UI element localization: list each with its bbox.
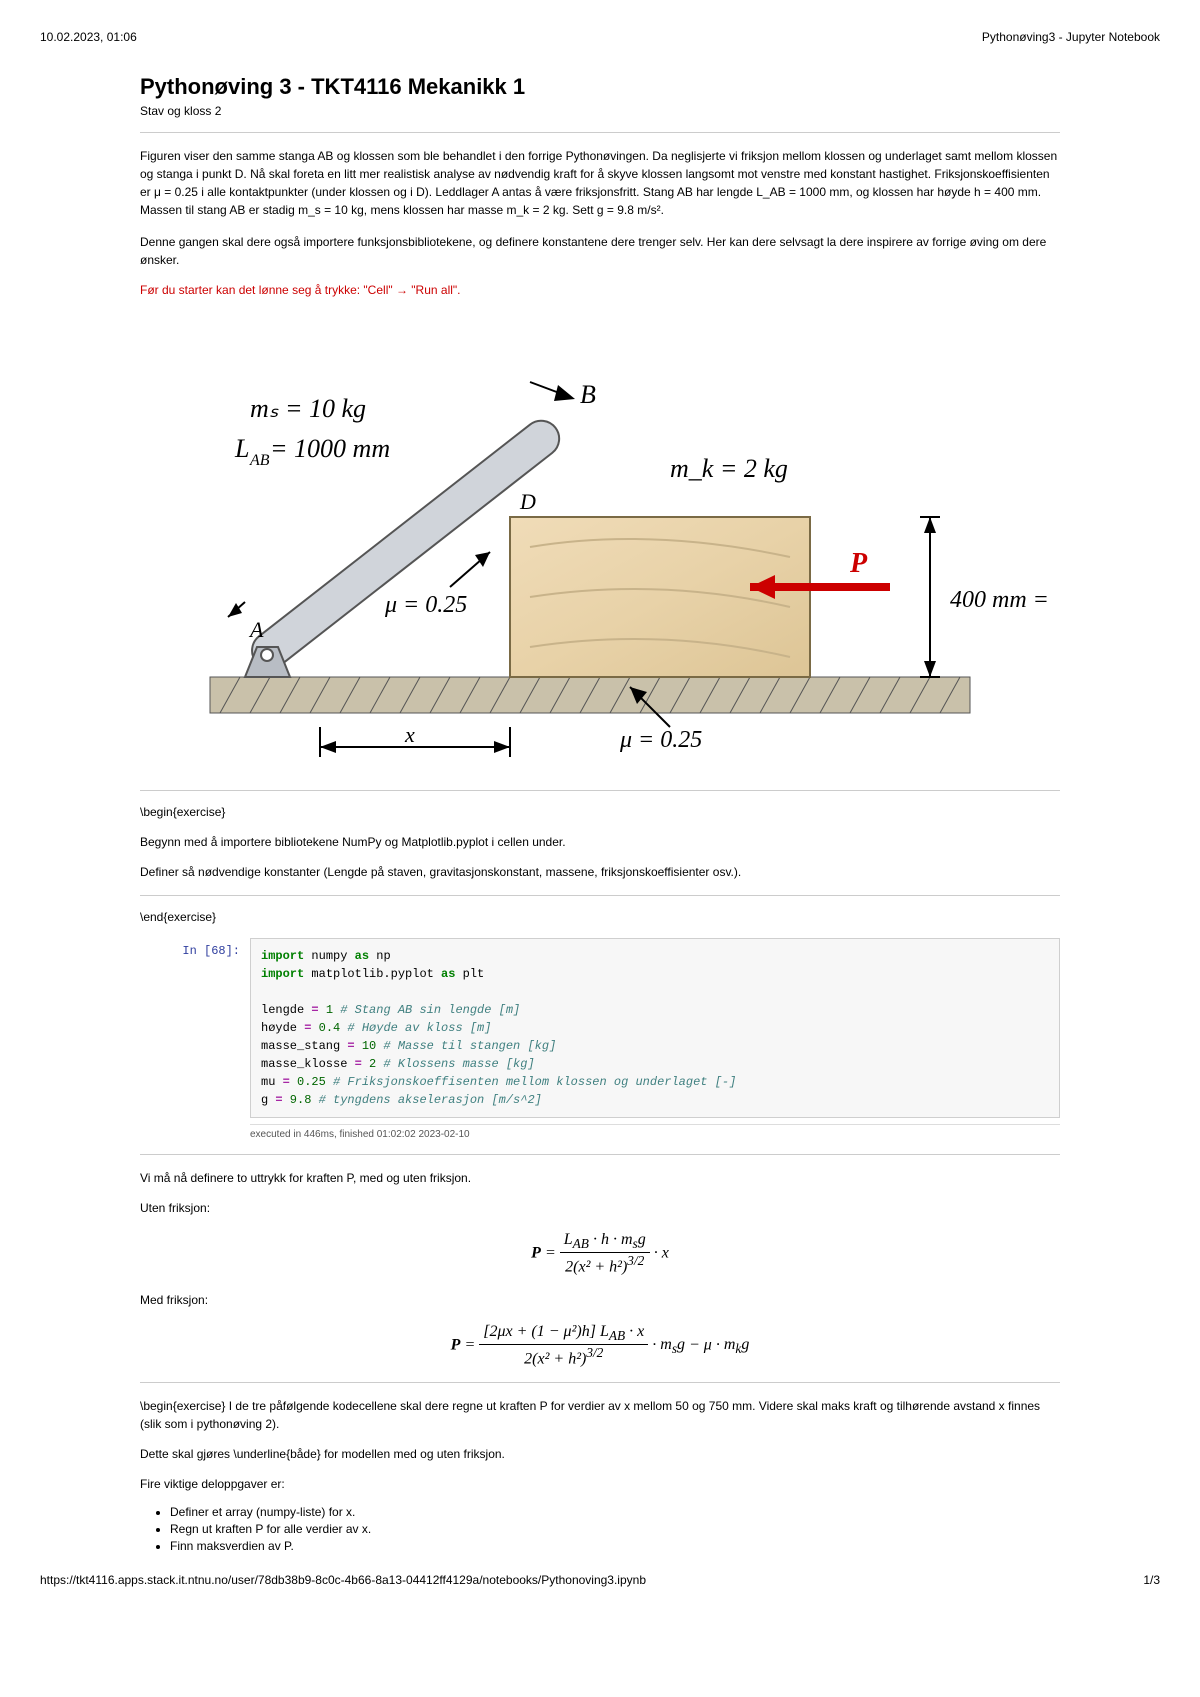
divider <box>140 1382 1060 1383</box>
red-note: Før du starter kan det lønne seg å trykk… <box>140 283 1060 297</box>
cell-prompt: In [68]: <box>140 938 250 1118</box>
page-subtitle: Stav og kloss 2 <box>140 104 1060 118</box>
point-b-label: B <box>580 380 596 409</box>
point-a-label: A <box>248 617 264 642</box>
footer-url: https://tkt4116.apps.stack.it.ntnu.no/us… <box>40 1573 646 1587</box>
task-item: Finn maksverdien av P. <box>170 1539 1060 1553</box>
exercise-text-1: Begynn med å importere bibliotekene NumP… <box>140 833 1060 851</box>
exercise2-text3: Fire viktige deloppgaver er: <box>140 1475 1060 1493</box>
exercise-text-2: Definer så nødvendige konstanter (Lengde… <box>140 863 1060 881</box>
formula-no-friction: P = LAB · h · msg 2(x² + h²)3/2 · x <box>140 1231 1060 1277</box>
mechanics-figure: P A B D mₛ = 10 kg L <box>150 327 1050 770</box>
header-datetime: 10.02.2023, 01:06 <box>40 30 137 44</box>
exercise2-text1: \begin{exercise} I de tre påfølgende kod… <box>140 1397 1060 1433</box>
exercise2-text2: Dette skal gjøres \underline{både} for m… <box>140 1445 1060 1463</box>
exercise-end: \end{exercise} <box>140 910 1060 924</box>
force-p-label: P <box>849 548 868 579</box>
intro-paragraph-1: Figuren viser den samme stanga AB og klo… <box>140 147 1060 219</box>
point-d-label: D <box>519 489 536 514</box>
uten-label: Uten friksjon: <box>140 1199 1060 1217</box>
task-item: Regn ut kraften P for alle verdier av x. <box>170 1522 1060 1536</box>
divider <box>140 132 1060 133</box>
exercise-begin: \begin{exercise} <box>140 805 1060 819</box>
height-label: 400 mm = h <box>950 587 1050 613</box>
mu-label-2: μ = 0.25 <box>619 727 702 753</box>
x-label: x <box>404 722 415 747</box>
code-input[interactable]: import numpy as np import matplotlib.pyp… <box>250 938 1060 1118</box>
mk-label: m_k = 2 kg <box>670 454 788 483</box>
task-list: Definer et array (numpy-liste) for x. Re… <box>170 1505 1060 1553</box>
mu-label-1: μ = 0.25 <box>384 592 467 618</box>
code-cell[interactable]: In [68]: import numpy as np import matpl… <box>140 938 1060 1118</box>
med-label: Med friksjon: <box>140 1291 1060 1309</box>
ms-label: mₛ = 10 kg <box>250 394 366 423</box>
divider <box>140 790 1060 791</box>
intro-paragraph-2: Denne gangen skal dere også importere fu… <box>140 233 1060 269</box>
svg-text:AB: AB <box>249 452 270 469</box>
footer-page: 1/3 <box>1143 1573 1160 1587</box>
formula-with-friction: P = [2μx + (1 − μ²)h] LAB · x 2(x² + h²)… <box>140 1323 1060 1369</box>
svg-text:L: L <box>234 434 249 463</box>
svg-text:= 1000 mm: = 1000 mm <box>270 434 390 463</box>
exec-info: executed in 446ms, finished 01:02:02 202… <box>250 1124 1060 1140</box>
divider <box>140 1154 1060 1155</box>
task-item: Definer et array (numpy-liste) for x. <box>170 1505 1060 1519</box>
header-doctitle: Pythonøving3 - Jupyter Notebook <box>982 30 1160 44</box>
divider <box>140 895 1060 896</box>
formula-intro: Vi må nå definere to uttrykk for kraften… <box>140 1169 1060 1187</box>
page-title: Pythonøving 3 - TKT4116 Mekanikk 1 <box>140 74 1060 100</box>
